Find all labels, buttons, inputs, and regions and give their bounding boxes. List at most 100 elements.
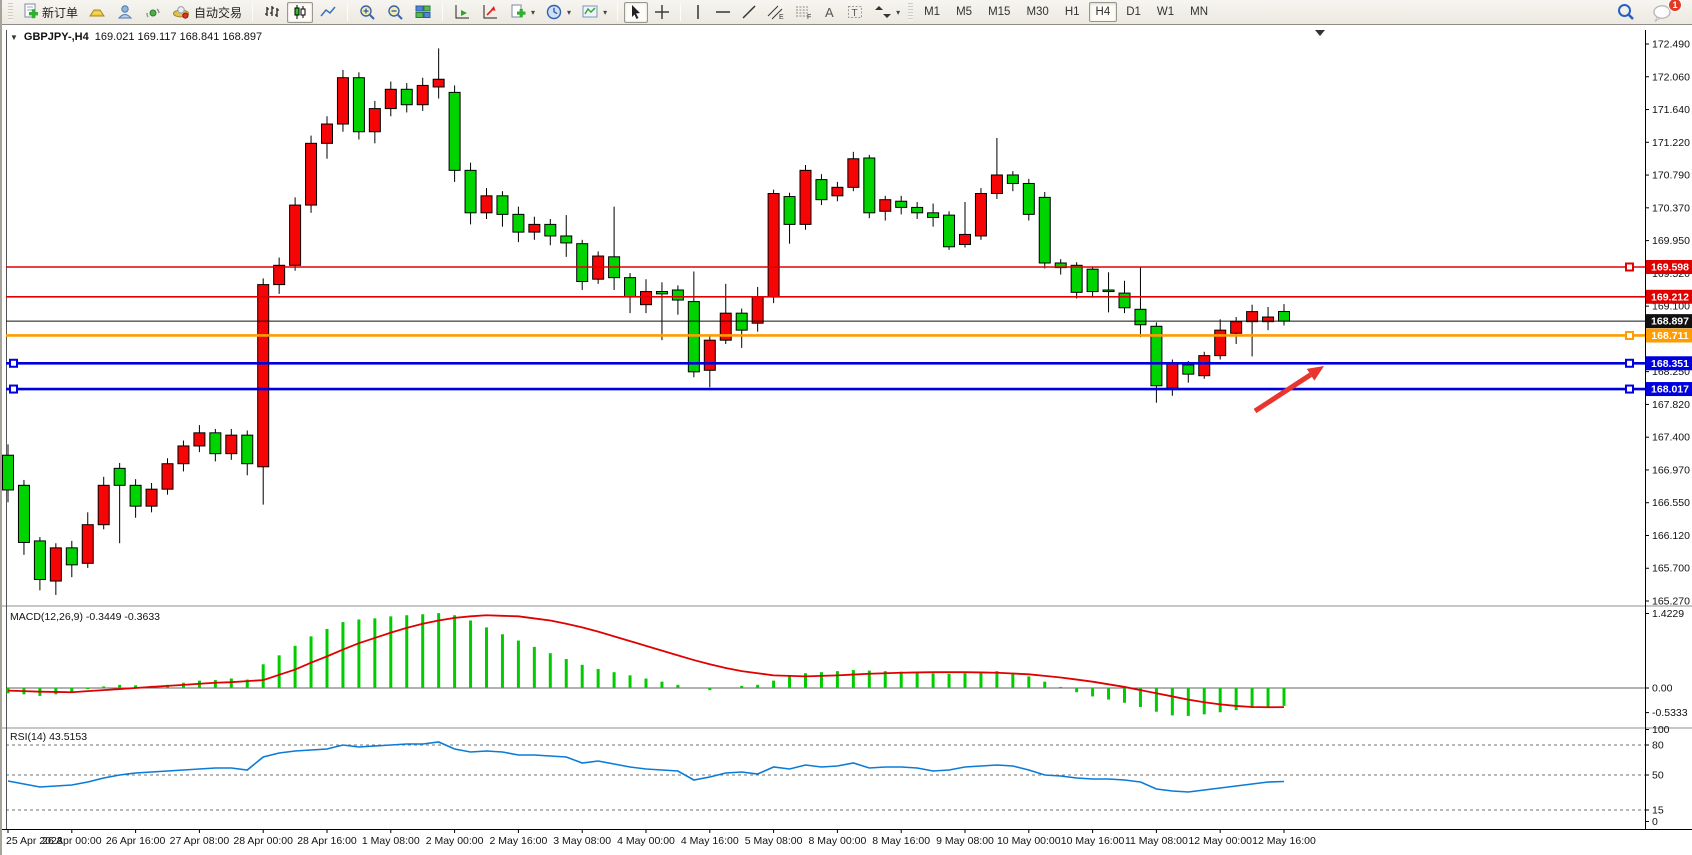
tile-windows-icon — [415, 5, 431, 18]
bar-chart-button[interactable] — [259, 2, 285, 23]
svg-text:168.017: 168.017 — [1651, 384, 1689, 396]
svg-text:50: 50 — [1652, 770, 1664, 782]
horizontal-line-button[interactable] — [711, 2, 735, 23]
chevron-down-icon: ▾ — [567, 7, 572, 17]
channel-button[interactable]: E — [763, 2, 789, 23]
svg-text:166.550: 166.550 — [1652, 497, 1690, 509]
tf-w1[interactable]: W1 — [1156, 6, 1175, 18]
text-button[interactable]: A — [819, 2, 841, 23]
new-order-button[interactable]: 新订单 — [17, 2, 82, 23]
pane-separators[interactable] — [2, 605, 1692, 730]
svg-text:169.598: 169.598 — [1651, 262, 1689, 274]
separator — [442, 3, 444, 21]
svg-text:27 Apr 08:00: 27 Apr 08:00 — [170, 835, 230, 847]
chevron-down-icon[interactable]: ▼ — [10, 32, 18, 42]
vertical-line-button[interactable] — [687, 2, 709, 23]
hline-168.711[interactable]: 168.711 — [6, 328, 1692, 343]
tf-m30[interactable]: M30 — [1026, 6, 1049, 18]
new-template-button[interactable]: ▾ — [505, 2, 539, 23]
candlestick-chart-button[interactable] — [287, 1, 314, 23]
search-button[interactable] — [1612, 2, 1640, 23]
svg-text:10 May 00:00: 10 May 00:00 — [997, 835, 1061, 847]
trendline-button[interactable] — [737, 2, 761, 23]
signal-button[interactable] — [140, 2, 166, 23]
indicators-button[interactable]: ▾ — [577, 2, 611, 23]
zoom-out-icon — [388, 5, 403, 20]
svg-text:2 May 00:00: 2 May 00:00 — [426, 835, 484, 847]
svg-text:28 Apr 00:00: 28 Apr 00:00 — [233, 835, 293, 847]
toolbar-grip[interactable] — [8, 3, 13, 21]
text-label-button[interactable]: T — [843, 2, 868, 23]
hline-168.351[interactable]: 168.351 — [6, 356, 1692, 371]
chevron-down-icon: ▾ — [896, 7, 901, 17]
svg-text:170.370: 170.370 — [1652, 202, 1690, 214]
tf-h4[interactable]: H4 — [1088, 2, 1118, 22]
svg-text:12 May 16:00: 12 May 16:00 — [1252, 835, 1316, 847]
svg-text:28 Apr 16:00: 28 Apr 16:00 — [297, 835, 357, 847]
svg-text:80: 80 — [1652, 740, 1664, 752]
cursor-button[interactable] — [624, 1, 649, 23]
period-icon — [546, 4, 562, 20]
auto-scroll-button[interactable] — [449, 2, 475, 23]
crosshair-icon — [655, 5, 670, 19]
tf-h1[interactable]: H1 — [1064, 6, 1080, 18]
macd-indicator-label: MACD(12,26,9) -0.3449 -0.3633 — [10, 611, 160, 623]
chart-shift-marker[interactable] — [1315, 30, 1325, 36]
auto-trading-button[interactable]: 自动交易 — [168, 2, 246, 23]
tf-m1[interactable]: M1 — [924, 6, 941, 18]
hline-169.212[interactable]: 169.212 — [6, 289, 1692, 304]
gold-icon — [89, 9, 105, 17]
tf-mn[interactable]: MN — [1190, 6, 1209, 18]
toolbar: 新订单 自动交易 — [2, 0, 1692, 25]
profile-button[interactable] — [112, 2, 138, 23]
svg-text:172.060: 172.060 — [1652, 71, 1690, 83]
hline-168.017[interactable]: 168.017 — [6, 382, 1692, 397]
hline-168.897[interactable]: 168.897 — [6, 314, 1692, 329]
tf-d1[interactable]: D1 — [1126, 6, 1141, 18]
new-template-icon — [511, 4, 526, 18]
svg-text:168.351: 168.351 — [1651, 358, 1689, 370]
svg-text:4 May 00:00: 4 May 00:00 — [617, 835, 675, 847]
svg-text:165.700: 165.700 — [1652, 563, 1690, 575]
svg-text:171.640: 171.640 — [1652, 104, 1690, 116]
trend-arrow-annotation[interactable] — [1253, 366, 1324, 414]
svg-text:170.790: 170.790 — [1652, 170, 1690, 182]
candlestick-chart-icon — [294, 5, 306, 19]
line-chart-button[interactable] — [315, 2, 341, 23]
svg-text:1 May 08:00: 1 May 08:00 — [362, 835, 420, 847]
tf-m5[interactable]: M5 — [956, 6, 973, 18]
zoom-out-button[interactable] — [382, 2, 408, 23]
zoom-in-button[interactable] — [354, 2, 380, 23]
fibonacci-icon: F — [796, 6, 811, 20]
candles-series — [2, 48, 1290, 595]
chart-canvas[interactable]: 172.490 172.060 171.640 171.220 170.790 170.3… — [2, 26, 1692, 855]
chevron-down-icon: ▾ — [531, 7, 536, 17]
svg-text:25 Apr 2023: 25 Apr 2023 — [6, 835, 63, 847]
svg-text:E: E — [779, 14, 784, 20]
chart-shift-button[interactable] — [477, 2, 503, 23]
cursor-icon — [632, 5, 641, 19]
toolbar-grip[interactable] — [908, 3, 914, 21]
auto-trading-icon — [173, 6, 190, 19]
crosshair-button[interactable] — [650, 2, 674, 23]
arrows-button[interactable]: ▾ — [870, 2, 904, 23]
tile-windows-button[interactable] — [410, 2, 436, 23]
macd-pane: 1.4229 0.00 -0.5333 — [6, 608, 1688, 719]
text-label-icon: T — [848, 6, 863, 19]
tf-m15[interactable]: M15 — [988, 6, 1011, 18]
chart-symbol-period: GBPJPY-,H4 — [23, 31, 89, 43]
rsi-pane: 100 80 50 150 — [6, 724, 1670, 828]
svg-text:100: 100 — [1652, 724, 1670, 736]
chat-button[interactable]: 1 — [1648, 0, 1682, 23]
fibonacci-button[interactable]: F — [791, 2, 817, 23]
period-button[interactable]: ▾ — [541, 2, 575, 23]
chart-window[interactable]: 172.490 172.060 171.640 171.220 170.790 170.3… — [2, 26, 1692, 855]
svg-text:T: T — [852, 8, 858, 19]
chart-ohlc-values: 169.021 169.117 168.841 168.897 — [94, 31, 263, 43]
svg-text:8 May 16:00: 8 May 16:00 — [872, 835, 930, 847]
gold-button[interactable] — [84, 2, 110, 23]
svg-text:10 May 16:00: 10 May 16:00 — [1061, 835, 1125, 847]
hline-169.598[interactable]: 169.598 — [6, 260, 1692, 274]
separator — [347, 3, 349, 21]
